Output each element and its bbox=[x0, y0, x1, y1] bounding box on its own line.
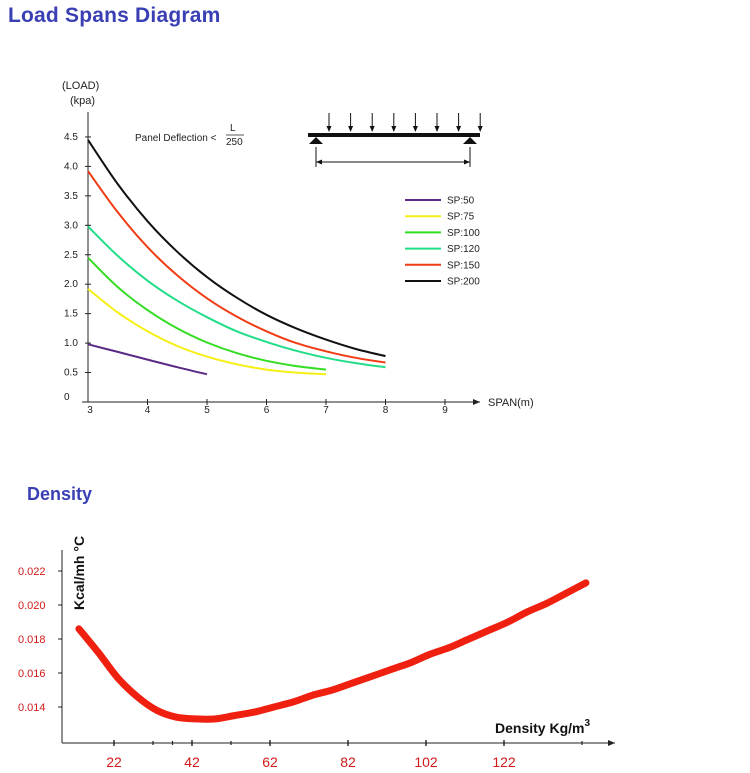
load-line-sp-50 bbox=[87, 343, 208, 376]
load-x-tick-label: 6 bbox=[264, 405, 270, 416]
load-arrow-head bbox=[412, 126, 418, 132]
load-x-tick-label: 9 bbox=[442, 405, 448, 416]
load-y-tick-label: 1.0 bbox=[64, 338, 78, 349]
density-x-tick-label: 42 bbox=[184, 754, 200, 770]
density-y-label: Kcal/mh °C bbox=[71, 536, 87, 610]
load-legend-label: SP:100 bbox=[447, 228, 480, 239]
load-arrow-head bbox=[369, 126, 375, 132]
load-arrow-head bbox=[348, 126, 354, 132]
load-legend-label: SP:200 bbox=[447, 277, 480, 288]
density-title: Density bbox=[27, 484, 93, 504]
deflection-annotation: Panel Deflection < bbox=[135, 133, 217, 144]
density-x-tick-label: 102 bbox=[414, 754, 438, 770]
page-title: Load Spans Diagram bbox=[8, 4, 221, 27]
load-x-tick-label: 4 bbox=[145, 405, 151, 416]
load-y-tick-label: 0 bbox=[64, 392, 70, 403]
load-ticks: 3 4 5 6 7 8 9 0 0.5 1.0 1.5 2.0 2.5 3.0 3.5 4.0 4.5 bbox=[64, 132, 448, 416]
load-legend-label: SP:120 bbox=[447, 244, 480, 255]
load-arrow-head bbox=[391, 126, 397, 132]
load-arrow-head bbox=[456, 126, 462, 132]
load-legend-label: SP:50 bbox=[447, 196, 475, 207]
density-curve bbox=[75, 579, 590, 723]
density-y-tick-label: 0.016 bbox=[18, 668, 46, 680]
density-x-label-text: Density Kg/m bbox=[495, 720, 584, 736]
density-y-tick-label: 0.020 bbox=[18, 600, 46, 612]
load-arrows bbox=[326, 113, 483, 132]
density-y-tick-label: 0.014 bbox=[18, 702, 46, 714]
load-y-label-line2: (kpa) bbox=[70, 95, 95, 107]
load-legend-label: SP:150 bbox=[447, 260, 480, 271]
right-support bbox=[463, 137, 477, 144]
density-chart: Kcal/mh °C Density Kg/m3 22 42 62 82 102 122 0… bbox=[18, 536, 615, 770]
density-series bbox=[75, 579, 590, 723]
deflection-numerator: L bbox=[230, 123, 236, 134]
load-line-sp-75 bbox=[87, 288, 327, 376]
load-line-sp-120 bbox=[87, 225, 386, 369]
load-legend-label: SP:75 bbox=[447, 212, 475, 223]
load-span-chart: (LOAD) (kpa) SPAN(m) Panel Deflection < … bbox=[62, 80, 534, 416]
load-y-tick-label: 3.0 bbox=[64, 220, 78, 231]
load-y-tick-label: 4.0 bbox=[64, 161, 78, 172]
load-y-label-line1: (LOAD) bbox=[62, 80, 99, 92]
span-arrow-right bbox=[464, 159, 470, 165]
density-x-tick-label: 62 bbox=[262, 754, 278, 770]
left-support bbox=[309, 137, 323, 144]
load-y-tick-label: 3.5 bbox=[64, 191, 78, 202]
load-x-tick-label: 5 bbox=[204, 405, 210, 416]
density-y-tick-label: 0.022 bbox=[18, 566, 46, 578]
load-y-tick-label: 2.5 bbox=[64, 250, 78, 261]
beam bbox=[308, 133, 480, 137]
load-line-sp-150 bbox=[87, 170, 386, 364]
beam-diagram bbox=[308, 113, 483, 167]
load-x-tick-label: 8 bbox=[383, 405, 389, 416]
density-x-tick-label: 82 bbox=[340, 754, 356, 770]
density-y-tick-label: 0.018 bbox=[18, 634, 46, 646]
load-arrow-head bbox=[326, 126, 332, 132]
load-y-tick-label: 2.0 bbox=[64, 279, 78, 290]
deflection-denominator: 250 bbox=[226, 137, 243, 148]
load-x-tick-label: 3 bbox=[87, 405, 93, 416]
span-arrow-left bbox=[316, 159, 322, 165]
load-y-tick-label: 0.5 bbox=[64, 368, 78, 379]
density-x-tick-label: 22 bbox=[106, 754, 122, 770]
load-y-tick-label: 4.5 bbox=[64, 132, 78, 143]
load-y-tick-label: 1.5 bbox=[64, 309, 78, 320]
density-x-label-sup: 3 bbox=[584, 718, 590, 729]
load-arrow-head bbox=[434, 126, 440, 132]
density-x-label: Density Kg/m3 bbox=[495, 718, 590, 736]
load-line-sp-200 bbox=[87, 139, 386, 358]
density-x-tick-label: 122 bbox=[492, 754, 516, 770]
load-legend: SP:50 SP:75 SP:100 SP:120 SP:150 SP:200 bbox=[405, 196, 480, 288]
density-ticks: 22 42 62 82 102 122 0.014 0.016 0.018 0.020 0.022 bbox=[18, 566, 583, 770]
load-series bbox=[87, 139, 386, 376]
load-x-label: SPAN(m) bbox=[488, 397, 534, 409]
load-arrow-head bbox=[477, 126, 483, 132]
load-x-tick-label: 7 bbox=[323, 405, 329, 416]
load-line-sp-100 bbox=[87, 256, 327, 371]
